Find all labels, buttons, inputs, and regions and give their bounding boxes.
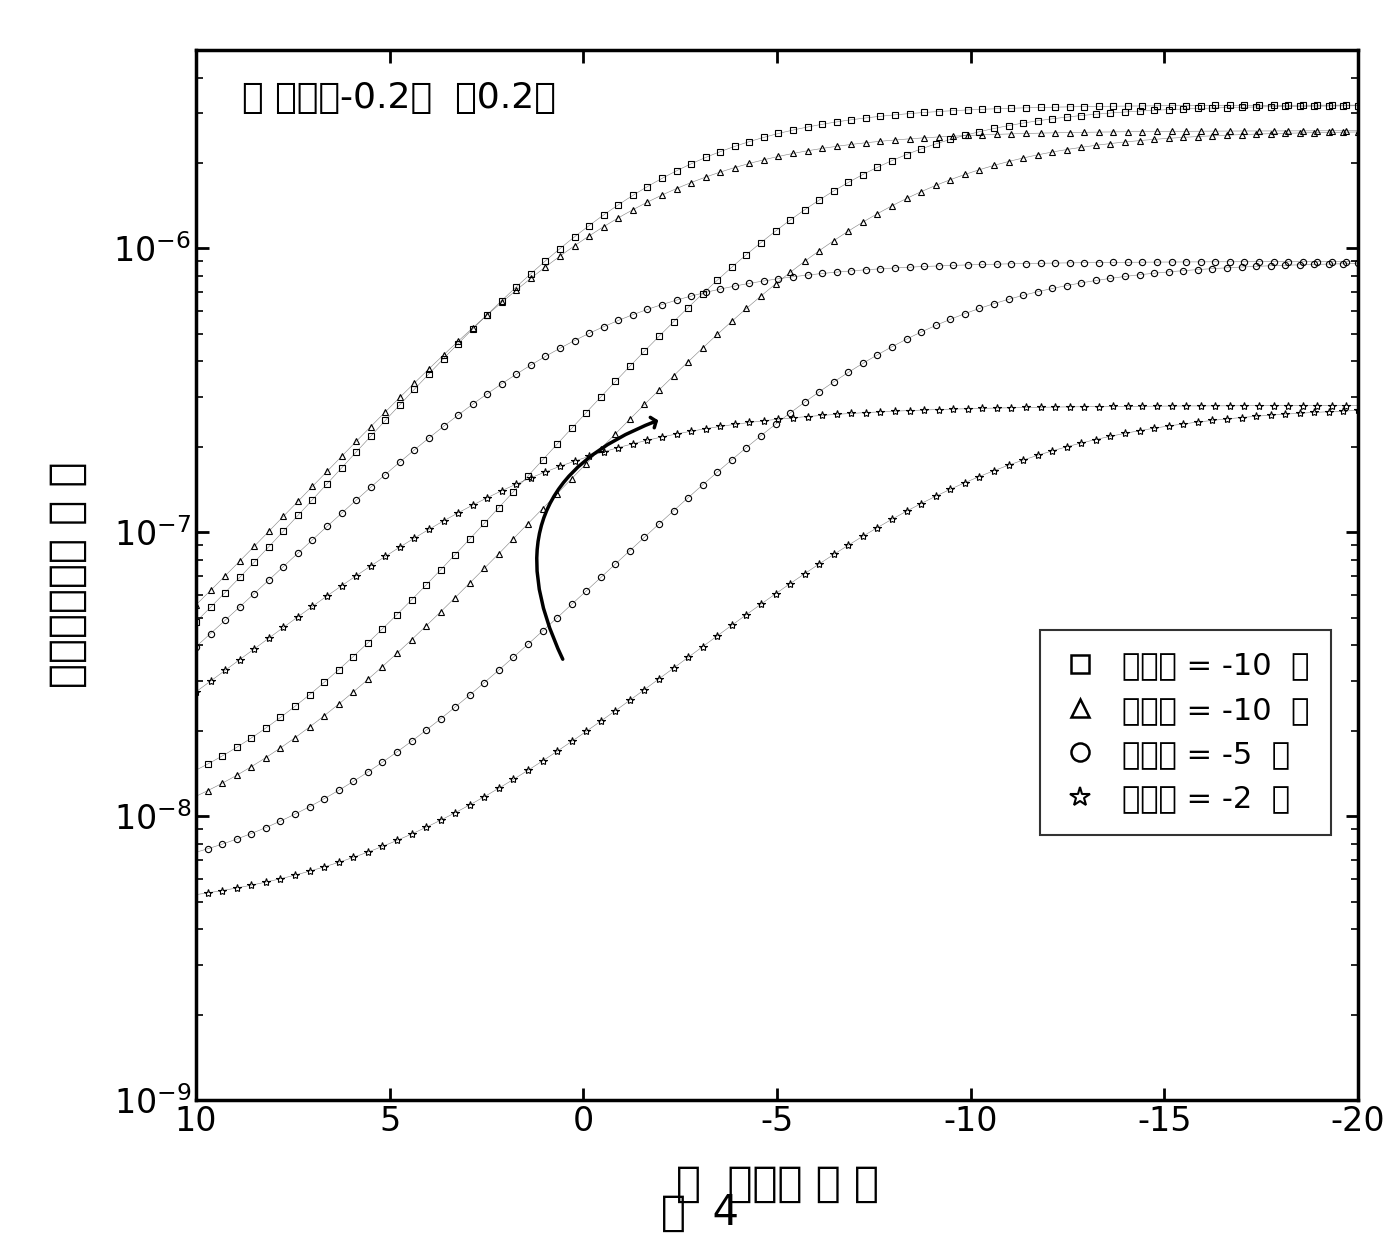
X-axis label: 栅  电压（ 伏 ）: 栅 电压（ 伏 ） bbox=[675, 1162, 879, 1205]
Legend: 漏电压 = -10  伏, 漏电压 = -10  伏, 漏电压 = -5  伏, 漏电压 = -2  伏: 漏电压 = -10 伏, 漏电压 = -10 伏, 漏电压 = -5 伏, 漏电… bbox=[1040, 630, 1331, 835]
Text: 图  4: 图 4 bbox=[661, 1191, 739, 1234]
Text: 扫 描速度-0.2伏  每0.2秒: 扫 描速度-0.2伏 每0.2秒 bbox=[242, 81, 556, 115]
Y-axis label: 负的漏电流（ 安 ）: 负的漏电流（ 安 ） bbox=[46, 461, 88, 689]
